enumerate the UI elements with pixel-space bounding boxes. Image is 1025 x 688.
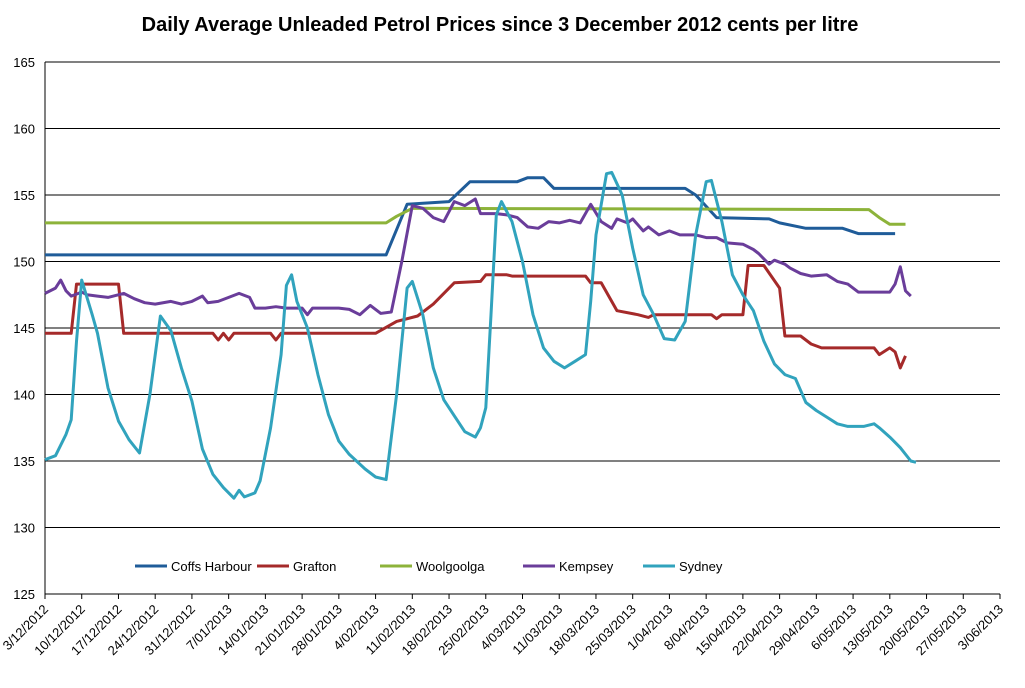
legend-label: Woolgoolga <box>416 559 485 574</box>
legend-label: Coffs Harbour <box>171 559 252 574</box>
series-lines <box>44 170 917 500</box>
legend-label: Grafton <box>293 559 336 574</box>
series-line-kempsey <box>44 197 912 317</box>
series-line-woolgoolga <box>45 206 906 226</box>
legend-item-grafton: Grafton <box>257 559 336 574</box>
x-tick-labels: 3/12/201210/12/201217/12/201224/12/20123… <box>0 602 1006 659</box>
y-tick-label: 145 <box>13 321 35 336</box>
y-tick-labels: 125 130 135 140 145 150 155 160 165 <box>13 55 35 602</box>
legend: Coffs Harbour Grafton Woolgoolga Kempsey Syd… <box>135 559 723 574</box>
y-tick-label: 150 <box>13 255 35 270</box>
legend-label: Kempsey <box>559 559 614 574</box>
legend-item-woolgoolga: Woolgoolga <box>380 559 485 574</box>
gridlines <box>45 61 1000 595</box>
chart-title: Daily Average Unleaded Petrol Prices sin… <box>141 14 859 36</box>
y-tick-label: 135 <box>13 454 35 469</box>
y-tick-label: 165 <box>13 55 35 70</box>
y-tick-label: 160 <box>13 122 35 137</box>
y-tick-label: 140 <box>13 388 35 403</box>
y-tick-label: 125 <box>13 587 35 602</box>
series-line-sydney <box>44 170 917 500</box>
legend-item-coffs-harbour: Coffs Harbour <box>135 559 252 574</box>
series-line-grafton <box>45 264 907 370</box>
axes <box>44 62 1001 599</box>
legend-item-sydney: Sydney <box>643 559 723 574</box>
y-tick-label: 155 <box>13 188 35 203</box>
series-line-coffs-harbour <box>45 176 896 257</box>
legend-label: Sydney <box>679 559 723 574</box>
y-tick-label: 130 <box>13 521 35 536</box>
legend-item-kempsey: Kempsey <box>523 559 614 574</box>
